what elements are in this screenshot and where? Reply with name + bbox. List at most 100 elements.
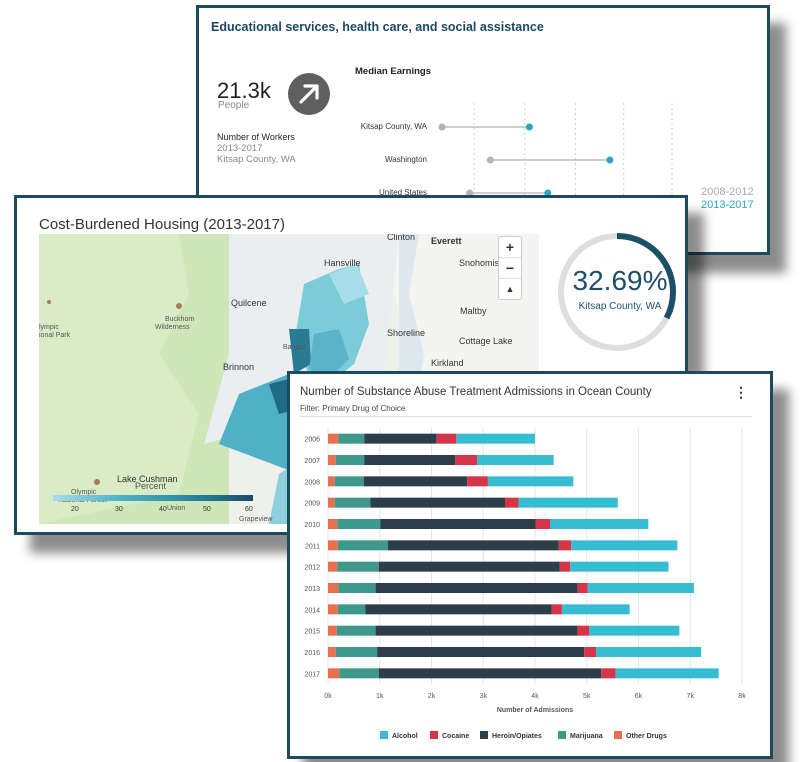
zoom-in-button[interactable]: + xyxy=(499,237,521,258)
x-tick-label: 6k xyxy=(635,693,643,700)
bar-segment-alcohol xyxy=(487,476,574,487)
legend-swatch xyxy=(380,731,388,739)
bar-segment-alcohol xyxy=(550,519,649,529)
bar-segment-marijuana xyxy=(338,433,365,444)
map-label: Quilcene xyxy=(231,298,267,308)
x-tick-label: 4k xyxy=(531,693,539,700)
map-label: Hansville xyxy=(324,258,361,268)
filter-label: Filter: Primary Drug of Choice xyxy=(300,404,406,413)
bar-segment-cocaine xyxy=(577,625,590,636)
bar-segment-alcohol xyxy=(589,625,680,636)
bar-segment-other-drugs xyxy=(328,455,336,465)
bar-segment-alcohol xyxy=(587,583,694,593)
bar-segment-alcohol xyxy=(456,433,535,444)
point-2013-2017 xyxy=(544,189,552,197)
bar-segment-other-drugs xyxy=(328,668,340,679)
point-2013-2017 xyxy=(606,156,614,164)
bar-segment-other-drugs xyxy=(328,583,339,593)
x-tick-label: 2k xyxy=(428,693,436,700)
y-tick-label: 2008 xyxy=(304,479,320,486)
bar-segment-other-drugs xyxy=(328,519,338,529)
legend-label: Heroin/Opiates xyxy=(492,733,542,740)
bar-segment-marijuana xyxy=(337,540,389,551)
compass-button[interactable]: ▲ xyxy=(505,284,515,294)
bar-segment-marijuana xyxy=(339,668,379,679)
map-label: Grapeview xyxy=(239,516,273,523)
bar-segment-marijuana xyxy=(335,647,378,657)
bar-segment-cocaine xyxy=(436,433,457,444)
bar-segment-heroin-opiates xyxy=(388,540,559,551)
map-label: Lake Cushman xyxy=(117,474,178,484)
map-label: Shoreline xyxy=(387,328,426,338)
bar-segment-cocaine xyxy=(558,540,572,551)
point-2008-2012 xyxy=(466,189,474,197)
bar-segment-other-drugs xyxy=(328,433,339,444)
donut-label: Kitsap County, WA xyxy=(578,301,662,312)
bar-segment-alcohol xyxy=(477,455,554,465)
donut-value-arc xyxy=(616,233,676,320)
bar-segment-other-drugs xyxy=(328,604,338,615)
workers-years: 2013-2017 xyxy=(217,143,263,154)
bar-segment-marijuana xyxy=(334,476,364,487)
x-axis-label: Number of Admissions xyxy=(497,707,573,714)
y-tick-label: 2007 xyxy=(304,458,320,465)
map-label: Wilderness xyxy=(155,324,190,331)
admissions-card: Number of Substance Abuse Treatment Admi… xyxy=(287,371,773,759)
map-label: Everett xyxy=(431,236,462,246)
map-label: Brinnon xyxy=(223,362,255,372)
bar-segment-other-drugs xyxy=(328,625,337,636)
y-tick-label: 2011 xyxy=(305,543,320,550)
bar-segment-cocaine xyxy=(577,583,588,593)
legend-new: 2013-2017 xyxy=(701,199,754,211)
point-2013-2017 xyxy=(525,123,533,131)
more-menu-icon[interactable]: ⋮ xyxy=(734,384,748,400)
donut-chart xyxy=(558,233,676,351)
point-2008-2012 xyxy=(486,156,494,164)
y-tick-label: 2017 xyxy=(304,671,320,678)
bar-segment-heroin-opiates xyxy=(363,476,468,487)
bar-segment-alcohol xyxy=(518,497,618,508)
donut-value: 32.69% xyxy=(572,265,668,296)
bar-segment-other-drugs xyxy=(328,476,335,487)
x-tick-label: 0k xyxy=(324,693,332,700)
bar-segment-other-drugs xyxy=(328,497,335,508)
legend-label: Marijuana xyxy=(570,733,603,740)
legend-tick: 40 xyxy=(159,506,167,513)
bar-segment-heroin-opiates xyxy=(375,625,578,636)
bar-segment-marijuana xyxy=(336,625,376,636)
bar-segment-alcohol xyxy=(571,540,678,551)
bar-segment-heroin-opiates xyxy=(377,647,585,657)
y-tick-label: 2012 xyxy=(304,565,320,572)
legend-label: Cocaine xyxy=(442,733,469,740)
bar-segment-marijuana xyxy=(334,497,371,508)
map-label: Clinton xyxy=(387,234,416,242)
bar-segment-cocaine xyxy=(535,519,551,529)
y-tick-label: 2016 xyxy=(304,650,320,657)
workers-location: Kitsap County, WA xyxy=(217,154,296,165)
map-label: Cottage Lake xyxy=(459,336,513,346)
zoom-out-button[interactable]: − xyxy=(499,258,521,279)
map-label: lympic xyxy=(39,324,59,331)
bar-segment-heroin-opiates xyxy=(364,455,456,465)
legend-tick: 30 xyxy=(115,506,123,513)
bar-segment-alcohol xyxy=(570,561,669,572)
map-label: Olympic xyxy=(71,489,97,496)
workers-label: Number of Workers xyxy=(217,132,295,142)
legend-swatch xyxy=(430,731,438,739)
row-label-kitsap: Kitsap County, WA xyxy=(360,122,427,131)
x-tick-label: 5k xyxy=(583,693,591,700)
map-label: Snohomish xyxy=(459,258,505,268)
legend-color-bar xyxy=(53,495,253,501)
bar-segment-other-drugs xyxy=(328,540,338,551)
bar-segment-cocaine xyxy=(467,476,488,487)
bar-segment-other-drugs xyxy=(328,561,338,572)
map-label: Buckhorn xyxy=(165,316,195,323)
bar-segment-marijuana xyxy=(337,561,379,572)
map-label: Maltby xyxy=(460,306,487,316)
x-tick-label: 1k xyxy=(376,693,384,700)
bar-segment-heroin-opiates xyxy=(375,583,578,593)
bar-segment-heroin-opiates xyxy=(370,497,505,508)
legend-title: Percent xyxy=(135,481,167,491)
y-tick-label: 2006 xyxy=(304,437,320,444)
y-tick-label: 2014 xyxy=(304,607,320,614)
